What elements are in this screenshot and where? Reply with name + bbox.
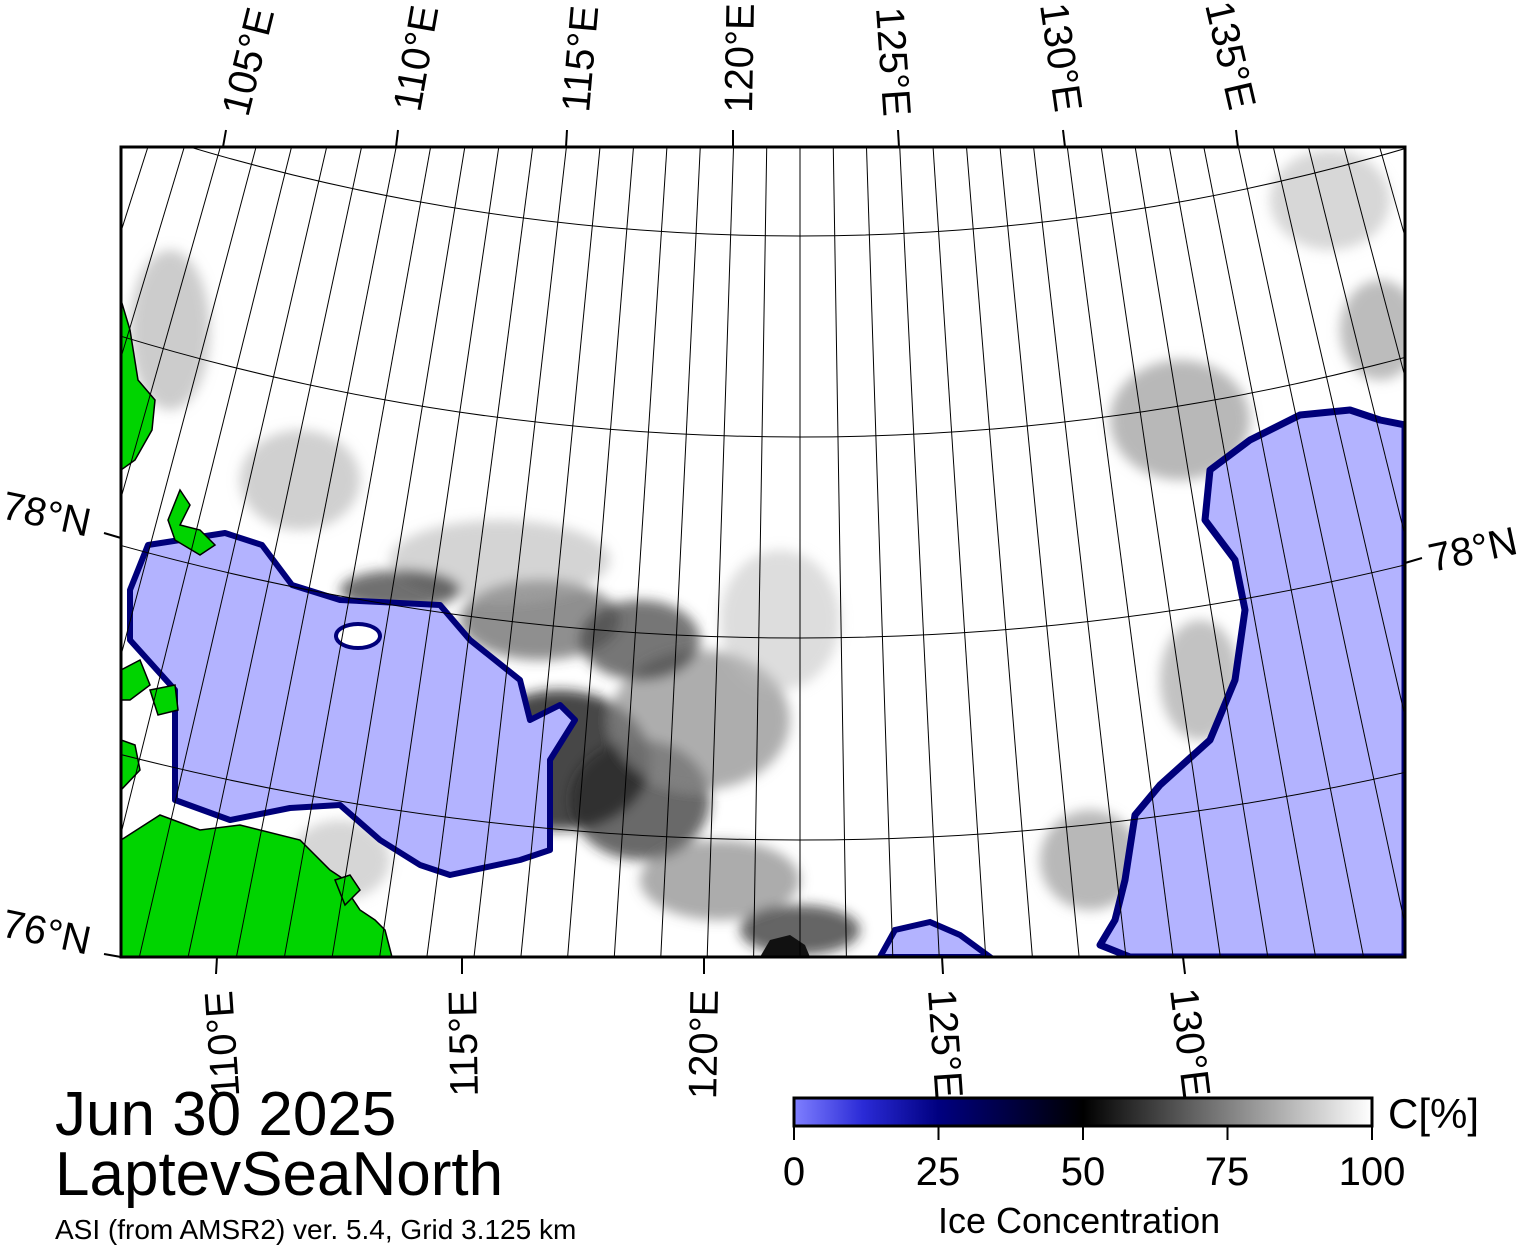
top-lon-label: 135°E (1196, 0, 1263, 114)
dark-ice-bottom (760, 935, 810, 957)
graticule (0, 0, 1528, 959)
meridian-line (1422, 0, 1528, 943)
island-left-3 (121, 739, 141, 792)
region-name: LaptevSeaNorth (55, 1140, 504, 1209)
meridian-line (520, 147, 601, 957)
meridian-line (706, 147, 735, 957)
colorbar-ticks (793, 1126, 1373, 1140)
map-frame (119, 145, 1407, 959)
bottom-lon-label: 125°E (919, 988, 971, 1100)
meridian-line (1134, 147, 1269, 957)
bottom-lon-label: 120°E (681, 989, 727, 1099)
tick-marks (103, 129, 1423, 975)
meridian-line (473, 147, 567, 957)
meridian-line (235, 147, 397, 957)
colorbar-gradient (792, 1096, 1374, 1128)
meridian-line (1203, 147, 1365, 957)
colorbar (792, 1096, 1374, 1140)
data-source: ASI (from AMSR2) ver. 5.4, Grid 3.125 km (55, 1214, 577, 1245)
meridian-line (613, 147, 668, 957)
colorbar-tick-label: 100 (1338, 1150, 1406, 1194)
top-lon-label: 125°E (867, 6, 919, 118)
open-water-left (127, 530, 578, 878)
polynya-hole (334, 622, 382, 650)
meridian-line (1272, 147, 1405, 719)
meridian-line (999, 147, 1080, 957)
bottom-lon-labels: 110°E 115°E 120°E 125°E 130°E (197, 986, 1218, 1100)
meridian-line (1392, 0, 1528, 959)
colorbar-title: Ice Concentration (938, 1200, 1221, 1241)
colorbar-unit: C[%] (1388, 1090, 1480, 1137)
island-left-2 (149, 684, 179, 716)
ice-texture (130, 150, 1405, 955)
meridian-line (121, 147, 293, 836)
meridian-line (1307, 147, 1405, 538)
meridian-line (0, 0, 118, 911)
map-date: Jun 30 2025 (55, 1080, 397, 1149)
colorbar-tick-label: 25 (915, 1150, 961, 1194)
meridian-line (121, 147, 257, 658)
meridian-line (1452, 0, 1528, 927)
top-lon-label: 130°E (1031, 0, 1090, 114)
land (121, 299, 393, 957)
meridian-line (753, 147, 768, 957)
land-upper-left (121, 299, 156, 471)
meridian-line (1033, 147, 1127, 957)
left-lat-label: 78°N (0, 484, 95, 546)
top-lon-label: 120°E (717, 3, 763, 113)
meridian-line (832, 147, 847, 957)
bottom-lon-label: 130°E (1161, 986, 1218, 1100)
meridian-line (187, 147, 363, 957)
meridian-line (121, 147, 221, 500)
top-lon-label: 110°E (386, 2, 448, 114)
map-area (0, 0, 1528, 959)
meridian-line (1343, 147, 1405, 379)
meridian-line (1168, 147, 1317, 957)
meridian-line (1066, 147, 1174, 957)
meridian-line (865, 147, 894, 957)
meridian-line (932, 147, 987, 957)
meridian-line (283, 147, 432, 957)
meridian-line (379, 147, 500, 957)
meridian-line (331, 147, 466, 957)
left-lat-label: 76°N (0, 902, 95, 964)
meridian-line (899, 147, 940, 957)
top-lon-label: 105°E (214, 3, 283, 120)
meridian-line (660, 147, 701, 957)
bottom-lon-label: 115°E (441, 990, 487, 1097)
meridian-line (567, 147, 634, 957)
meridian-line (1482, 0, 1528, 911)
meridian-line (1100, 147, 1221, 957)
meridian-line (1237, 147, 1405, 928)
bottom-lon-label: 110°E (197, 989, 248, 1098)
right-lat-label: 78°N (1425, 519, 1522, 581)
island-left-1 (121, 658, 151, 701)
colorbar-tick-label: 50 (1060, 1150, 1106, 1194)
top-lon-label: 115°E (554, 4, 607, 114)
top-lon-labels: 105°E 110°E 115°E 120°E 125°E 130°E 135°… (214, 0, 1264, 120)
meridian-line (426, 147, 534, 957)
island-small (167, 488, 217, 556)
meridian-line (138, 147, 328, 957)
colorbar-tick-label: 75 (1204, 1150, 1250, 1194)
open-water-right (1096, 406, 1405, 957)
colorbar-tick-label: 0 (782, 1150, 806, 1194)
meridian-line (966, 147, 1033, 957)
